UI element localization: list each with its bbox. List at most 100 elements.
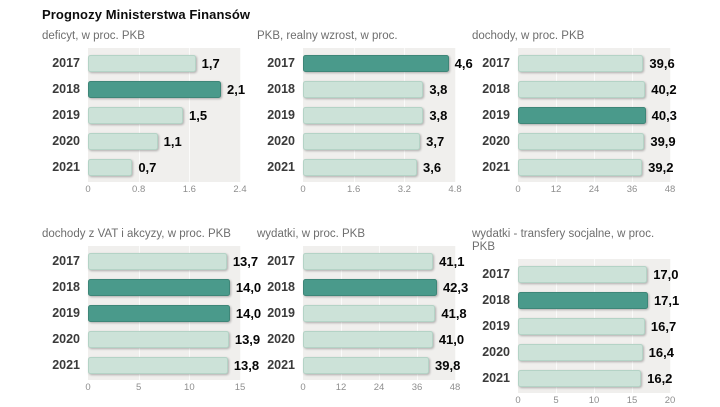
year-label: 2017 (52, 56, 80, 70)
x-tick-label: 2.4 (233, 184, 247, 195)
value-label: 2,1 (227, 81, 246, 97)
bar-row: 13,9 (88, 326, 260, 352)
year-axis: 2017 2018 2019 2020 2021 (257, 48, 303, 182)
bar-row: 41,0 (303, 326, 464, 352)
year-label: 2021 (52, 358, 80, 372)
x-tick-label: 5 (136, 382, 142, 393)
year-label: 2017 (482, 56, 510, 70)
bar-2018 (518, 80, 646, 98)
bar-row: 42,3 (303, 274, 468, 300)
chart-pkb-realny-wzrost: PKB, realny wzrost, w proc. 2017 2018 2019 2… (257, 30, 473, 196)
year-label: 2020 (267, 332, 295, 346)
x-axis: 0 1.6 3.2 4.8 (300, 184, 461, 196)
chart-title: wydatki - transfery socjalne, w proc. PK… (472, 228, 655, 253)
plot-panel: 4,6 3,8 3,8 3,7 3,6 (303, 48, 473, 182)
chart-title: deficyt, w proc. PKB (42, 30, 145, 42)
year-label: 2021 (52, 160, 80, 174)
bar-row: 17,1 (518, 287, 679, 313)
x-tick-label: 24 (588, 184, 600, 195)
bar-row: 14,0 (88, 300, 261, 326)
x-tick-label: 48 (449, 382, 461, 393)
bar-2019 (303, 106, 424, 124)
grid-line (670, 48, 671, 182)
value-label: 39,2 (648, 159, 674, 175)
bar-row: 17,0 (518, 261, 679, 287)
grid-line (455, 246, 456, 380)
chart-title: dochody, w proc. PKB (472, 30, 585, 42)
bar-2019 (88, 106, 183, 124)
x-tick-label: 0 (300, 382, 306, 393)
bar-2021 (303, 158, 417, 176)
grid-line (240, 246, 241, 380)
bar-row: 39,9 (518, 128, 676, 154)
bar-row: 40,2 (518, 76, 677, 102)
year-label: 2021 (482, 160, 510, 174)
value-label: 3,8 (429, 107, 448, 123)
chart-title: PKB, realny wzrost, w proc. (257, 30, 398, 42)
bar-row: 3,6 (303, 154, 455, 180)
year-label: 2021 (482, 371, 510, 385)
highlighted-bar-2018 (303, 278, 437, 296)
chart-body: 2017 2018 2019 2020 2021 39,6 40,2 40,3 39,9 39,2 (472, 48, 677, 182)
grid-line (670, 259, 671, 393)
bar-2020 (88, 330, 229, 348)
bar-row: 1,1 (88, 128, 240, 154)
year-label: 2017 (267, 254, 295, 268)
x-tick-label: 0.8 (132, 184, 146, 195)
x-tick-label: 15 (626, 395, 638, 406)
highlighted-bar-2018 (518, 291, 648, 309)
x-tick-label: 36 (411, 382, 423, 393)
x-tick-label: 3.2 (397, 184, 411, 195)
x-tick-label: 1.6 (347, 184, 361, 195)
bar-2021 (518, 158, 643, 176)
x-tick-label: 48 (664, 184, 676, 195)
value-label: 17,1 (653, 292, 680, 308)
x-axis: 0 5 10 15 (85, 382, 245, 394)
highlighted-bar-2018 (88, 80, 221, 98)
value-label: 41,0 (438, 331, 465, 347)
year-label: 2020 (52, 134, 80, 148)
x-tick-label: 4.8 (448, 184, 462, 195)
year-label: 2019 (52, 108, 80, 122)
bar-2020 (518, 343, 643, 361)
value-label: 14,0 (235, 279, 262, 295)
x-tick-label: 12 (335, 382, 347, 393)
year-label: 2020 (482, 345, 510, 359)
chart-deficyt: deficyt, w proc. PKB 2017 2018 2019 2020 2021… (42, 30, 247, 196)
year-label: 2020 (267, 134, 295, 148)
value-label: 3,8 (429, 81, 448, 97)
highlighted-bar-2017 (303, 54, 449, 72)
bar-2017 (88, 54, 196, 72)
bar-row: 1,7 (88, 50, 240, 76)
bar-2019 (303, 304, 436, 322)
year-label: 2019 (482, 108, 510, 122)
x-axis: 0 5 10 15 20 (515, 395, 675, 407)
x-tick-label: 12 (550, 184, 562, 195)
bar-2017 (88, 252, 227, 270)
value-label: 41,1 (439, 253, 465, 269)
bar-2019 (518, 317, 645, 335)
x-tick-label: 10 (588, 395, 600, 406)
bar-row: 1,5 (88, 102, 240, 128)
value-label: 13,9 (234, 331, 261, 347)
value-label: 40,2 (651, 81, 677, 97)
bar-row: 39,8 (303, 352, 460, 378)
plot-panel: 1,7 2,1 1,5 1,1 0,7 (88, 48, 245, 182)
bar-2017 (518, 265, 648, 283)
value-label: 42,3 (442, 279, 469, 295)
chart-wydatki-transfery-socjalne: wydatki - transfery socjalne, w proc. PK… (472, 228, 679, 407)
plot-panel: 39,6 40,2 40,3 39,9 39,2 (518, 48, 677, 182)
highlighted-bar-2019 (88, 304, 230, 322)
page-title: Prognozy Ministerstwa Finansów (42, 7, 251, 22)
year-axis: 2017 2018 2019 2020 2021 (472, 48, 518, 182)
x-tick-label: 0 (300, 184, 306, 195)
x-tick-label: 10 (184, 382, 195, 393)
year-label: 2017 (482, 267, 510, 281)
chart-body: 2017 2018 2019 2020 2021 1,7 2,1 1,5 1,1 0,7 (42, 48, 245, 182)
x-axis: 0 12 24 36 48 (300, 382, 460, 394)
year-label: 2021 (267, 358, 295, 372)
chart-dochody-vat-akcyzy: dochody z VAT i akcyzy, w proc. PKB 2017 2… (42, 228, 261, 407)
x-tick-label: 0 (85, 184, 91, 195)
year-label: 2018 (267, 280, 295, 294)
